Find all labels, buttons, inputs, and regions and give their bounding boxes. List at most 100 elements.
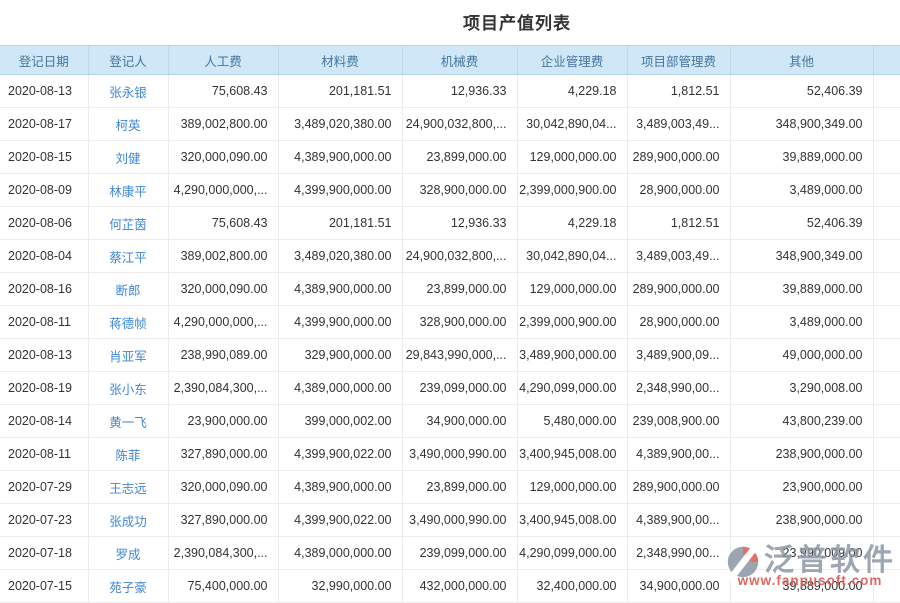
table-body: 2020-08-13 张永银 75,608.43 201,181.51 12,936.3… — [0, 74, 900, 603]
cell-amount: 2,399,000,900.00 — [517, 305, 628, 339]
registrant-link[interactable]: 王志远 — [88, 470, 169, 504]
cell-amount: 348,900,349.00 — [730, 107, 874, 141]
cell-amount: 30,042,890,04... — [517, 239, 628, 273]
cell-date: 2020-08-11 — [0, 305, 89, 339]
cell-amount: 289,900,000.00 — [627, 272, 731, 306]
cell-amount: 2,348,990,00... — [627, 371, 731, 405]
table-row: 2020-08-04 蔡江平 389,002,800.00 3,489,020,380… — [0, 239, 900, 273]
registrant-link[interactable]: 陈菲 — [88, 437, 169, 471]
cell-amount: 3,400,945,008.00 — [517, 503, 628, 537]
cell-amount: 4,399,900,000.00 — [278, 173, 403, 207]
cell-amount: 75,608.43 — [168, 74, 279, 108]
table-row: 2020-08-19 张小东 2,390,084,300,... 4,389,000,… — [0, 371, 900, 405]
column-header: 其他 — [730, 45, 874, 75]
cell-amount: 3,489,900,09... — [627, 338, 731, 372]
cell-date: 2020-08-13 — [0, 338, 89, 372]
cell-amount: 2,399,000,900.00 — [517, 173, 628, 207]
registrant-link[interactable]: 张小东 — [88, 371, 169, 405]
registrant-link[interactable]: 蒋德帧 — [88, 305, 169, 339]
cell-date: 2020-07-15 — [0, 569, 89, 603]
table-row: 2020-08-15 刘健 320,000,090.00 4,389,900,000.… — [0, 140, 900, 174]
cell-date: 2020-08-09 — [0, 173, 89, 207]
table-row: 2020-08-11 陈菲 327,890,000.00 4,399,900,022.… — [0, 437, 900, 471]
cell-empty — [873, 536, 900, 570]
registrant-link[interactable]: 苑子豪 — [88, 569, 169, 603]
cell-amount: 43,800,239.00 — [730, 404, 874, 438]
cell-date: 2020-08-17 — [0, 107, 89, 141]
cell-amount: 4,290,000,000,... — [168, 173, 279, 207]
registrant-link[interactable]: 何芷茵 — [88, 206, 169, 240]
cell-amount: 328,900,000.00 — [402, 305, 518, 339]
registrant-link[interactable]: 刘健 — [88, 140, 169, 174]
registrant-link[interactable]: 断郎 — [88, 272, 169, 306]
table-row: 2020-08-13 张永银 75,608.43 201,181.51 12,936.3… — [0, 74, 900, 108]
cell-amount: 4,399,900,000.00 — [278, 305, 403, 339]
cell-amount: 12,936.33 — [402, 206, 518, 240]
cell-amount: 3,290,008.00 — [730, 371, 874, 405]
column-header: 项目部管理费 — [627, 45, 731, 75]
registrant-link[interactable]: 黄一飞 — [88, 404, 169, 438]
cell-empty — [873, 503, 900, 537]
cell-date: 2020-08-16 — [0, 272, 89, 306]
cell-amount: 239,099,000.00 — [402, 536, 518, 570]
cell-amount: 34,900,000.00 — [402, 404, 518, 438]
cell-amount: 39,889,000.00 — [730, 569, 874, 603]
table-row: 2020-08-17 柯英 389,002,800.00 3,489,020,380.… — [0, 107, 900, 141]
table-header-row: 登记日期 登记人 人工费 材料费 机械费 企业管理费 项目部管理费 其他 — [0, 45, 900, 75]
cell-date: 2020-07-18 — [0, 536, 89, 570]
cell-amount: 75,608.43 — [168, 206, 279, 240]
cell-empty — [873, 437, 900, 471]
cell-date: 2020-07-23 — [0, 503, 89, 537]
cell-amount: 4,389,900,00... — [627, 437, 731, 471]
cell-amount: 4,229.18 — [517, 206, 628, 240]
cell-amount: 4,389,000,000.00 — [278, 536, 403, 570]
cell-empty — [873, 470, 900, 504]
cell-amount: 320,000,090.00 — [168, 140, 279, 174]
cell-empty — [873, 107, 900, 141]
cell-amount: 238,900,000.00 — [730, 437, 874, 471]
cell-date: 2020-08-11 — [0, 437, 89, 471]
cell-empty — [873, 569, 900, 603]
cell-amount: 23,900,000.00 — [730, 470, 874, 504]
table-row: 2020-08-14 黄一飞 23,900,000.00 399,000,002.00… — [0, 404, 900, 438]
cell-amount: 348,900,349.00 — [730, 239, 874, 273]
registrant-link[interactable]: 林康平 — [88, 173, 169, 207]
cell-amount: 1,812.51 — [627, 74, 731, 108]
table-row: 2020-08-09 林康平 4,290,000,000,... 4,399,900,… — [0, 173, 900, 207]
cell-amount: 239,099,000.00 — [402, 371, 518, 405]
registrant-link[interactable]: 张成功 — [88, 503, 169, 537]
cell-empty — [873, 74, 900, 108]
registrant-link[interactable]: 肖亚军 — [88, 338, 169, 372]
cell-date: 2020-08-13 — [0, 74, 89, 108]
cell-empty — [873, 338, 900, 372]
cell-amount: 4,290,099,000.00 — [517, 371, 628, 405]
cell-amount: 28,900,000.00 — [627, 305, 731, 339]
registrant-link[interactable]: 张永银 — [88, 74, 169, 108]
cell-amount: 3,490,000,990.00 — [402, 437, 518, 471]
column-header-empty — [873, 45, 900, 75]
cell-amount: 4,389,900,00... — [627, 503, 731, 537]
cell-amount: 320,000,090.00 — [168, 470, 279, 504]
cell-empty — [873, 173, 900, 207]
column-header: 材料费 — [278, 45, 403, 75]
project-output-table: 登记日期 登记人 人工费 材料费 机械费 企业管理费 项目部管理费 其他 2020-08-13… — [0, 45, 900, 603]
table-row: 2020-07-23 张成功 327,890,000.00 4,399,900,022… — [0, 503, 900, 537]
cell-amount: 3,489,000.00 — [730, 305, 874, 339]
registrant-link[interactable]: 蔡江平 — [88, 239, 169, 273]
registrant-link[interactable]: 柯英 — [88, 107, 169, 141]
cell-amount: 3,400,945,008.00 — [517, 437, 628, 471]
cell-amount: 4,389,900,000.00 — [278, 272, 403, 306]
registrant-link[interactable]: 罗成 — [88, 536, 169, 570]
column-header: 企业管理费 — [517, 45, 628, 75]
cell-amount: 1,812.51 — [627, 206, 731, 240]
table-row: 2020-07-29 王志远 320,000,090.00 4,389,900,000… — [0, 470, 900, 504]
cell-amount: 328,900,000.00 — [402, 173, 518, 207]
cell-amount: 23,899,000.00 — [402, 140, 518, 174]
cell-amount: 238,900,000.00 — [730, 503, 874, 537]
table-row: 2020-08-06 何芷茵 75,608.43 201,181.51 12,936.3… — [0, 206, 900, 240]
page-title: 项目产值列表 — [463, 14, 571, 33]
cell-date: 2020-08-19 — [0, 371, 89, 405]
table-row: 2020-07-15 苑子豪 75,400,000.00 32,990,000.00 4… — [0, 569, 900, 603]
cell-amount: 28,900,000.00 — [627, 173, 731, 207]
column-header: 登记日期 — [0, 45, 89, 75]
